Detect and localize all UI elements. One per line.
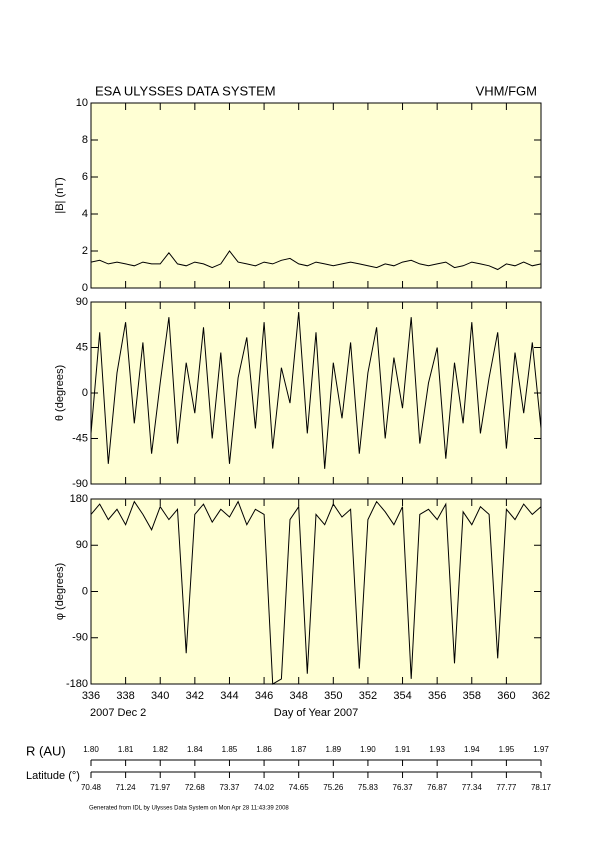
lat-value: 76.37 bbox=[393, 783, 414, 792]
x-tick-label: 342 bbox=[186, 690, 204, 702]
y-tick-label: 4 bbox=[82, 208, 88, 220]
header-right: VHM/FGM bbox=[476, 83, 537, 98]
date-label: 2007 Dec 2 bbox=[90, 707, 146, 719]
y-tick-label: 45 bbox=[76, 341, 88, 353]
lat-value: 74.65 bbox=[289, 783, 310, 792]
x-tick-label: 346 bbox=[255, 690, 273, 702]
r-value: 1.82 bbox=[152, 745, 168, 754]
plot-area bbox=[90, 498, 542, 685]
x-tick-label: 336 bbox=[82, 690, 100, 702]
y-tick-label: -45 bbox=[72, 432, 88, 444]
lat-value: 75.83 bbox=[358, 783, 379, 792]
x-tick-label: 340 bbox=[151, 690, 169, 702]
r-value: 1.84 bbox=[187, 745, 203, 754]
lat-value: 78.17 bbox=[531, 783, 552, 792]
y-axis-label: θ (degrees) bbox=[54, 365, 66, 421]
y-tick-label: 10 bbox=[76, 97, 88, 109]
lat-value: 76.87 bbox=[427, 783, 448, 792]
lat-value: 72.68 bbox=[185, 783, 206, 792]
y-tick-label: 0 bbox=[82, 585, 88, 597]
r-value: 1.85 bbox=[222, 745, 238, 754]
r-value: 1.95 bbox=[499, 745, 515, 754]
y-tick-label: -90 bbox=[72, 632, 88, 644]
r-value: 1.97 bbox=[533, 745, 549, 754]
x-tick-label: 362 bbox=[532, 690, 550, 702]
x-tick-label: 360 bbox=[497, 690, 515, 702]
y-axis-label: φ (degrees) bbox=[54, 563, 66, 620]
data-line bbox=[90, 250, 542, 271]
lat-value: 71.24 bbox=[116, 783, 137, 792]
lat-value: 77.34 bbox=[462, 783, 483, 792]
data-line bbox=[90, 500, 542, 685]
r-value: 1.91 bbox=[395, 745, 411, 754]
x-tick-label: 354 bbox=[393, 690, 411, 702]
y-tick-label: 0 bbox=[82, 387, 88, 399]
lat-label: Latitude (°) bbox=[26, 770, 80, 782]
r-label: R (AU) bbox=[26, 743, 66, 758]
x-tick-label: 350 bbox=[324, 690, 342, 702]
y-tick-label: 8 bbox=[82, 134, 88, 146]
header-left: ESA ULYSSES DATA SYSTEM bbox=[95, 83, 276, 98]
x-tick-label: 338 bbox=[116, 690, 134, 702]
r-value: 1.94 bbox=[464, 745, 480, 754]
y-tick-label: 90 bbox=[76, 296, 88, 308]
r-value: 1.81 bbox=[118, 745, 134, 754]
lat-value: 70.48 bbox=[81, 783, 102, 792]
r-value: 1.90 bbox=[360, 745, 376, 754]
plot-area bbox=[90, 102, 542, 289]
lat-value: 71.97 bbox=[150, 783, 171, 792]
x-tick-label: 344 bbox=[220, 690, 238, 702]
x-tick-label: 358 bbox=[463, 690, 481, 702]
r-value: 1.80 bbox=[83, 745, 99, 754]
r-value: 1.89 bbox=[326, 745, 342, 754]
lat-value: 77.77 bbox=[496, 783, 517, 792]
r-value: 1.93 bbox=[429, 745, 445, 754]
x-tick-label: 352 bbox=[359, 690, 377, 702]
r-value: 1.87 bbox=[291, 745, 307, 754]
lat-value: 74.02 bbox=[254, 783, 275, 792]
lat-value: 75.26 bbox=[323, 783, 344, 792]
x-tick-label: 356 bbox=[428, 690, 446, 702]
r-value: 1.86 bbox=[256, 745, 272, 754]
data-line bbox=[90, 312, 542, 469]
y-tick-label: 2 bbox=[82, 245, 88, 257]
footer: Generated from IDL by Ulysses Data Syste… bbox=[89, 806, 289, 812]
y-tick-label: 90 bbox=[76, 539, 88, 551]
y-tick-label: -90 bbox=[72, 478, 88, 490]
y-tick-label: 0 bbox=[82, 282, 88, 294]
y-axis-label: |B| (nT) bbox=[54, 177, 66, 213]
y-tick-label: 180 bbox=[70, 493, 88, 505]
y-tick-label: 6 bbox=[82, 171, 88, 183]
y-tick-label: -180 bbox=[66, 678, 88, 690]
x-axis-label: Day of Year 2007 bbox=[274, 707, 358, 719]
lat-value: 73.37 bbox=[219, 783, 240, 792]
x-tick-label: 348 bbox=[290, 690, 308, 702]
